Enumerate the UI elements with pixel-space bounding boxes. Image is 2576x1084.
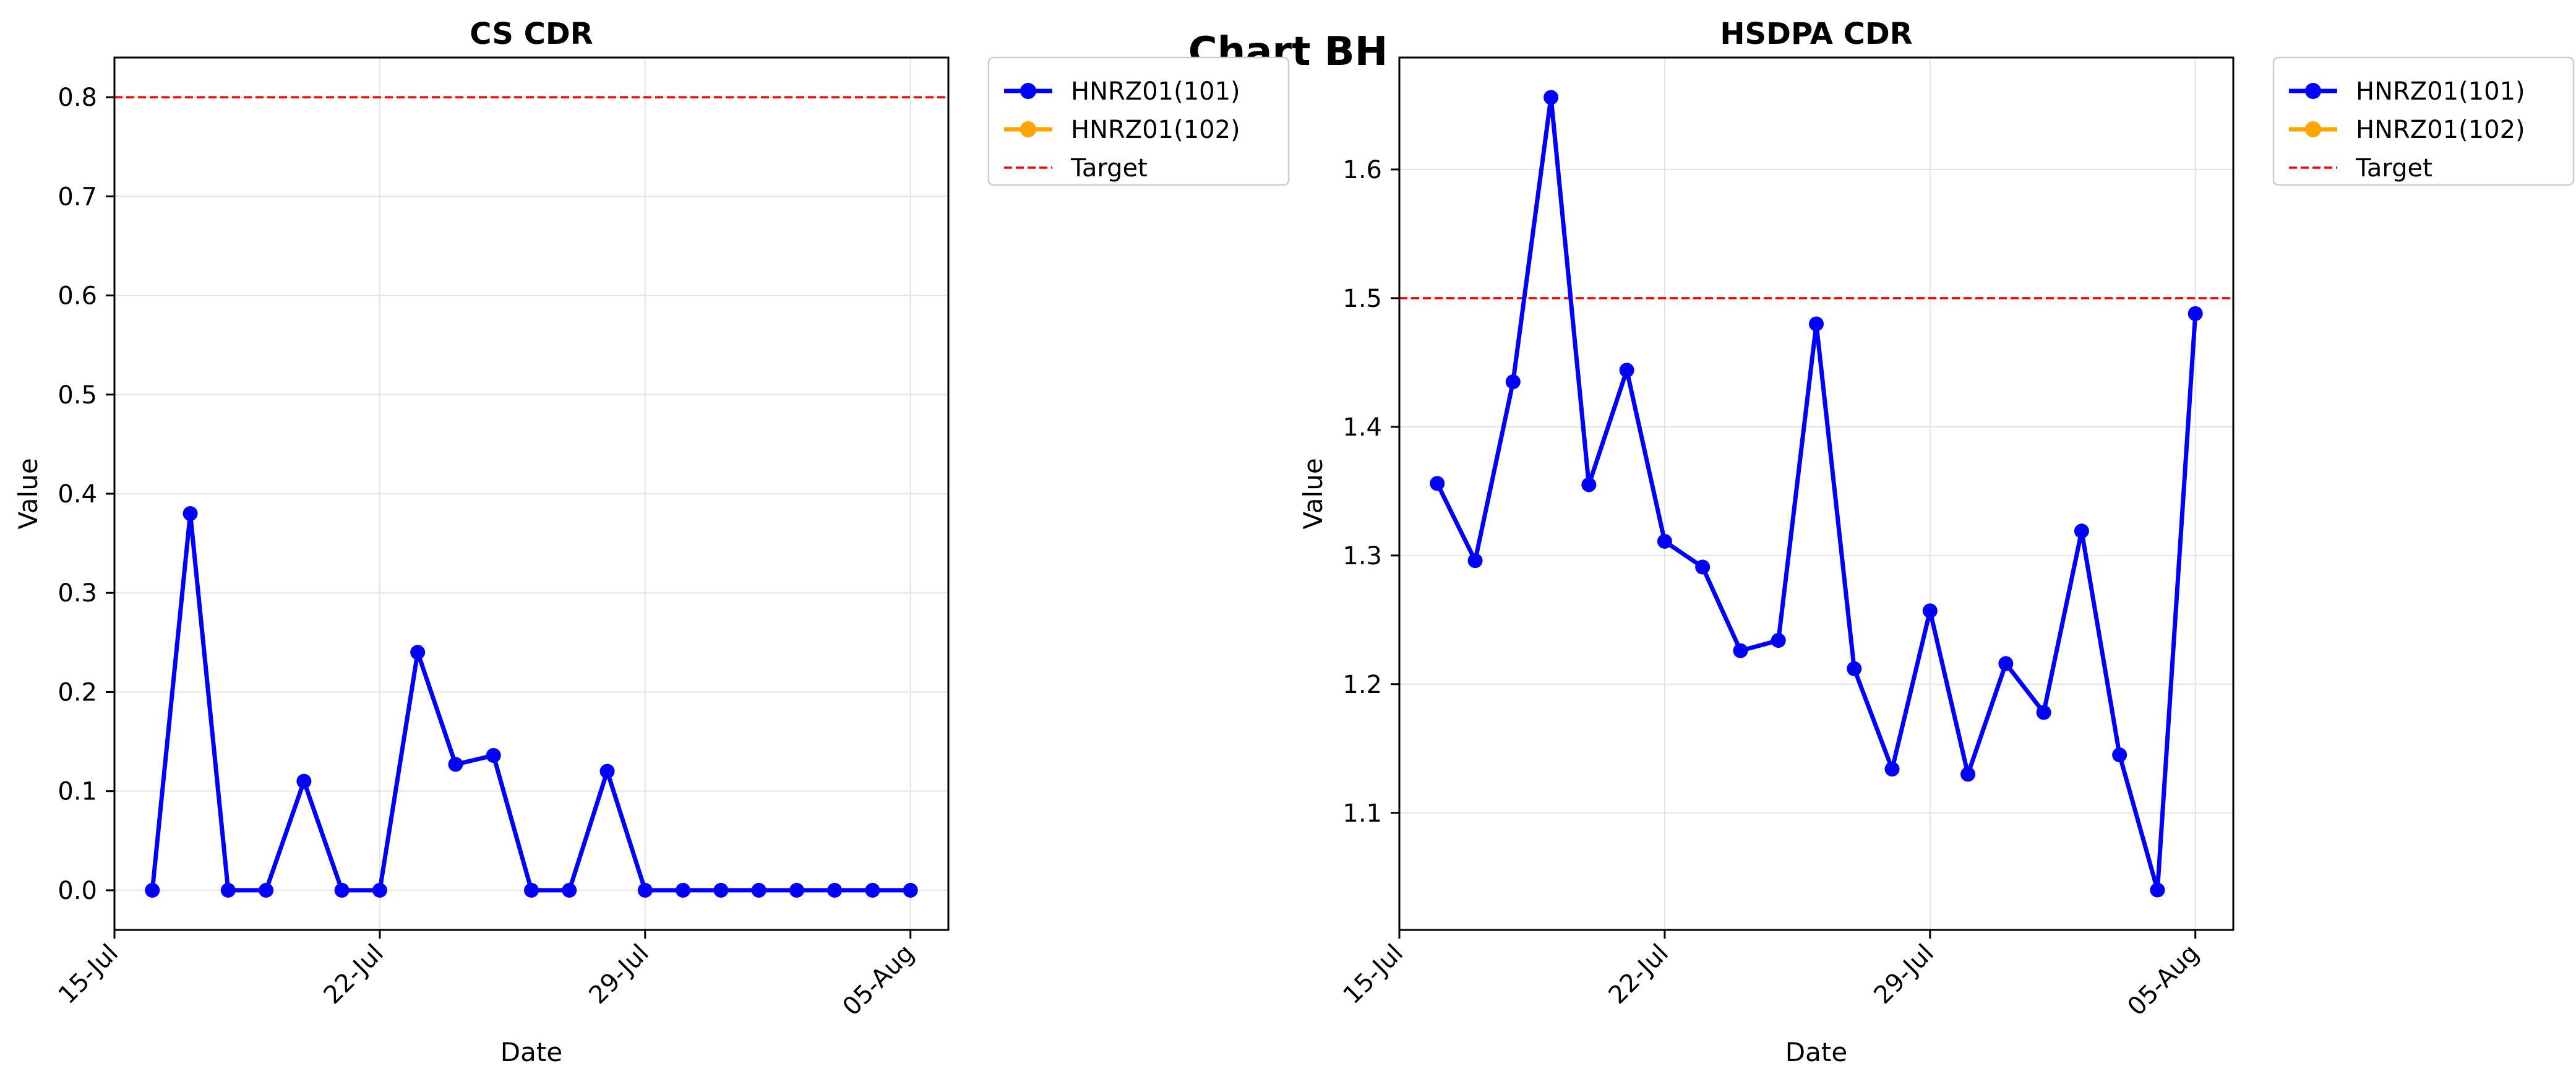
x-tick-label: 05-Aug — [2122, 939, 2204, 1022]
data-point — [1884, 762, 1900, 777]
data-point — [182, 506, 198, 522]
x-tick-label: 05-Aug — [837, 939, 919, 1022]
legend-label: HNRZ01(101) — [2356, 77, 2525, 106]
data-point — [903, 882, 918, 898]
legend-label: HNRZ01(102) — [2356, 116, 2525, 144]
legend-box — [987, 56, 1290, 186]
plot-frame — [1398, 56, 2235, 931]
x-tick-label: 15-Jul — [1338, 939, 1409, 1010]
y-tick-label: 0.0 — [58, 877, 97, 905]
data-point — [410, 645, 426, 660]
data-point — [1467, 553, 1483, 569]
data-point — [372, 882, 387, 898]
y-tick-label: 1.3 — [1342, 542, 1382, 570]
legend-label: HNRZ01(101) — [1071, 77, 1240, 106]
data-point — [296, 773, 312, 789]
data-point — [2112, 747, 2127, 763]
data-point — [789, 882, 804, 898]
panel-cs-cdr: 15-Jul 22-Jul 29-Jul 05-Aug 0.0 0.1 0.2 0.3 0.4 0… — [13, 17, 1290, 1067]
x-tick-label: 15-Jul — [53, 939, 124, 1010]
data-point — [751, 882, 766, 898]
data-point — [676, 882, 691, 898]
x-tick-label: 29-Jul — [583, 939, 654, 1010]
legend-swatch-marker — [1020, 83, 1036, 99]
data-point — [1657, 533, 1672, 549]
y-tick-label: 0.7 — [58, 183, 97, 211]
data-point — [1430, 476, 1445, 491]
y-tick-label: 0.8 — [58, 84, 97, 112]
legend-label: HNRZ01(102) — [1071, 116, 1240, 144]
y-tick-label: 0.3 — [58, 579, 97, 608]
legend-label: Target — [1070, 154, 1148, 183]
x-tick-label: 29-Jul — [1868, 939, 1939, 1010]
data-point — [1771, 633, 1786, 648]
data-point — [1809, 316, 1824, 332]
data-point — [486, 748, 501, 763]
y-tick-label: 1.4 — [1342, 413, 1382, 442]
data-point — [2150, 882, 2165, 898]
y-tick-label: 0.2 — [58, 678, 97, 707]
y-tick-label: 1.2 — [1342, 671, 1382, 699]
data-point — [1847, 661, 1862, 676]
y-tick-label: 0.6 — [58, 282, 97, 311]
data-point — [524, 882, 539, 898]
data-point — [1619, 363, 1634, 378]
data-point — [334, 882, 350, 898]
legend-swatch-marker — [2305, 121, 2321, 137]
data-point — [599, 764, 615, 779]
y-axis-label: Value — [13, 458, 43, 529]
series-line — [150, 511, 911, 893]
data-point — [2187, 306, 2203, 321]
data-point — [827, 882, 843, 898]
data-point — [1733, 643, 1748, 658]
y-tick-label: 0.1 — [58, 778, 97, 806]
data-point — [448, 757, 463, 772]
x-axis-label: Date — [1785, 1037, 1847, 1067]
data-point — [1505, 374, 1521, 390]
data-point — [562, 882, 577, 898]
series-line — [1435, 95, 2198, 893]
x-tick-label: 22-Jul — [1604, 939, 1674, 1010]
x-tick-label: 22-Jul — [319, 939, 389, 1010]
y-tick-label: 1.6 — [1342, 156, 1382, 184]
data-point — [145, 882, 160, 898]
y-tick-label: 1.5 — [1342, 285, 1382, 313]
legend-swatch-marker — [1020, 121, 1036, 137]
legend-label: Target — [2355, 154, 2432, 183]
y-tick-label: 1.1 — [1342, 799, 1382, 828]
data-point — [865, 882, 880, 898]
data-point — [2036, 705, 2051, 720]
y-axis-label: Value — [1298, 458, 1328, 529]
data-point — [713, 882, 729, 898]
data-point — [1581, 477, 1597, 493]
panel-hsdpa-cdr: 15-Jul 22-Jul 29-Jul 05-Aug 1.1 1.2 1.3 1.4 1.5 1… — [1298, 17, 2575, 1067]
data-point — [1695, 559, 1711, 575]
panel-title: CS CDR — [470, 17, 593, 51]
legend-swatch-marker — [2305, 83, 2321, 99]
y-tick-label: 0.4 — [58, 480, 97, 509]
x-axis-label: Date — [500, 1037, 562, 1067]
data-point — [1543, 90, 1559, 105]
panel-title: HSDPA CDR — [1720, 17, 1912, 51]
legend: HNRZ01(101) HNRZ01(102) Target — [987, 56, 1290, 186]
data-point — [1960, 767, 1976, 782]
data-point — [220, 882, 236, 898]
data-point — [2074, 523, 2089, 539]
legend: HNRZ01(101) HNRZ01(102) Target — [2272, 56, 2575, 186]
data-point — [1922, 603, 1938, 619]
data-point — [259, 882, 274, 898]
data-point — [1998, 656, 2014, 671]
legend-box — [2272, 56, 2575, 186]
y-tick-label: 0.5 — [58, 381, 97, 410]
data-point — [637, 882, 653, 898]
